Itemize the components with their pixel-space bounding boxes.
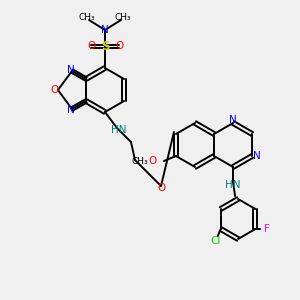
Text: HN: HN xyxy=(111,125,127,135)
Text: N: N xyxy=(67,105,75,115)
Text: Cl: Cl xyxy=(211,236,221,246)
Text: O: O xyxy=(115,41,123,51)
Text: HN: HN xyxy=(225,180,241,190)
Text: O: O xyxy=(51,85,59,95)
Text: F: F xyxy=(264,224,270,234)
Text: N: N xyxy=(253,151,261,161)
Text: O: O xyxy=(87,41,95,51)
Text: CH₃: CH₃ xyxy=(79,13,95,22)
Text: S: S xyxy=(101,40,109,52)
Text: CH₃: CH₃ xyxy=(115,13,131,22)
Text: N: N xyxy=(67,65,75,75)
Text: N: N xyxy=(101,25,109,35)
Text: N: N xyxy=(229,115,237,125)
Text: CH₃: CH₃ xyxy=(132,157,148,166)
Text: O: O xyxy=(149,156,157,166)
Text: O: O xyxy=(158,183,166,193)
